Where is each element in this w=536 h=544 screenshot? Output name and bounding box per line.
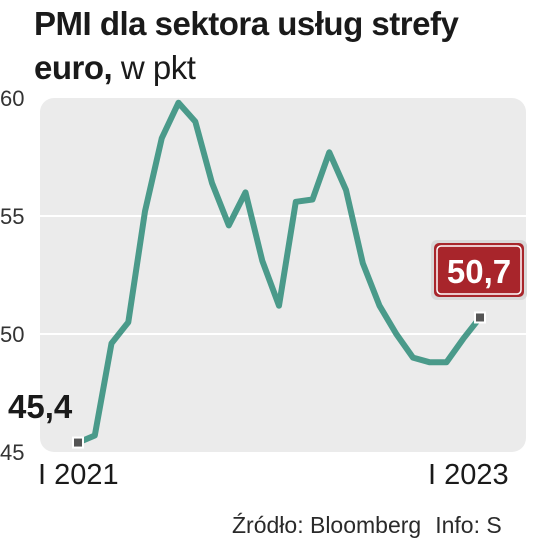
chart-footer: Źródło: Bloomberg Info: S [232,512,502,539]
x-tick-label-start: I 2021 [38,459,119,491]
end-value-label: 50,7 [447,253,511,290]
end-callout [434,243,524,297]
y-tick-label: 55 [0,204,24,229]
source-note: Źródło: Bloomberg [232,512,422,538]
y-tick-label: 60 [0,86,24,111]
y-tick-label: 45 [0,440,24,465]
chart-title: PMI dla sektora usług strefy euro, w pkt [34,2,534,90]
start-value-label: 45,4 [8,388,73,425]
end-marker [476,313,484,322]
start-marker [74,438,82,447]
series-line [75,99,483,446]
title-line2: euro, w pkt [34,46,534,90]
title-line1: PMI dla sektora usług strefy [34,5,459,42]
x-tick-label-end: I 2023 [428,459,509,491]
y-tick-label: 50 [0,322,24,347]
end-callout-border [436,245,522,295]
title-euro: euro, [34,49,113,86]
info-note: Info: S [435,512,502,538]
title-unit: w pkt [112,49,196,86]
